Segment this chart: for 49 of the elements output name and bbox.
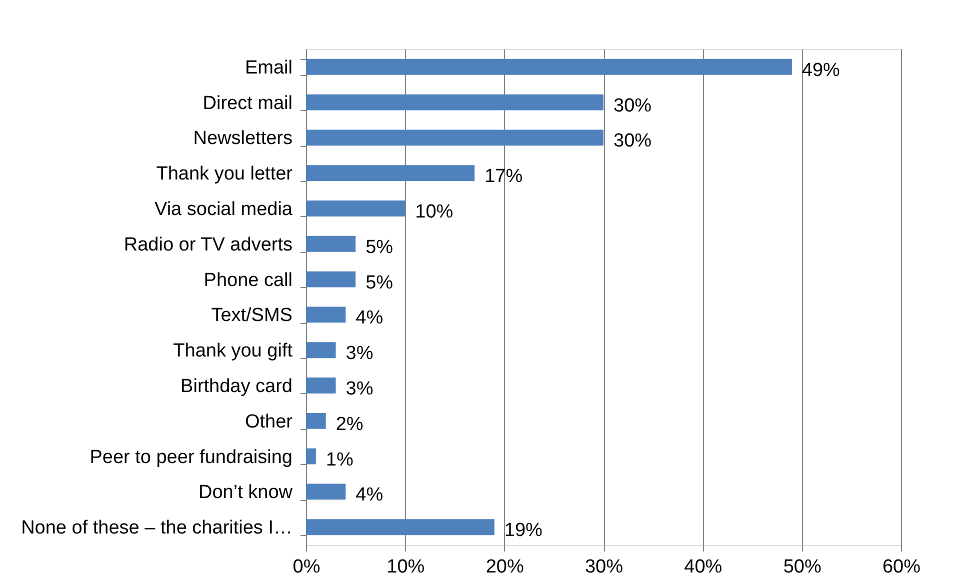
bar [306, 412, 326, 429]
bar [306, 519, 494, 536]
x-tick-label: 30% [584, 556, 624, 578]
bar [306, 130, 604, 146]
data-label: 10% [415, 201, 454, 222]
x-tick-label: 20% [486, 556, 524, 578]
bar [306, 94, 604, 110]
bar [306, 236, 356, 252]
x-tick-label: 10% [386, 556, 425, 578]
bar [306, 342, 336, 358]
x-tick-label: 0% [292, 556, 320, 578]
data-label: 30% [614, 95, 652, 116]
bar [306, 271, 356, 288]
data-label: 3% [346, 343, 374, 364]
data-label: 3% [346, 378, 374, 400]
bar [306, 200, 406, 216]
data-label: 19% [504, 520, 543, 542]
y-tick-label: Thank you letter [156, 164, 294, 185]
y-tick-label: Email [244, 57, 292, 78]
data-label: 17% [484, 166, 523, 188]
y-tick-label: Thank you gift [173, 340, 294, 362]
y-tick-label: Birthday card [180, 376, 292, 398]
data-label: 2% [336, 414, 364, 435]
y-tick-label: Newsletters [193, 128, 292, 150]
bar [306, 58, 792, 75]
data-label: 5% [366, 272, 394, 294]
bar [306, 378, 336, 394]
y-tick-label: Via social media [154, 198, 293, 220]
data-label: 49% [802, 60, 840, 81]
data-label: 4% [356, 484, 384, 506]
data-label: 4% [356, 308, 384, 329]
bar [306, 165, 475, 182]
y-tick-label: Peer to peer fundraising [90, 446, 292, 468]
bar [306, 484, 346, 500]
y-tick-label: None of these – the charities I… [21, 518, 292, 539]
x-tick-label: 50% [783, 556, 822, 578]
data-label: 1% [326, 449, 354, 470]
y-tick-label: Other [244, 411, 294, 432]
data-label: 5% [366, 236, 394, 258]
y-tick-label: Radio or TV adverts [124, 234, 292, 256]
data-label: 30% [614, 130, 652, 152]
bar [306, 306, 346, 323]
x-tick-label: 60% [882, 556, 921, 578]
y-tick-label: Don’t know [198, 482, 293, 504]
bar [306, 448, 316, 464]
x-tick-label: 40% [684, 556, 722, 578]
y-tick-label: Text/SMS [211, 305, 292, 326]
y-tick-label: Phone call [204, 270, 292, 291]
y-tick-label: Direct mail [202, 92, 292, 114]
